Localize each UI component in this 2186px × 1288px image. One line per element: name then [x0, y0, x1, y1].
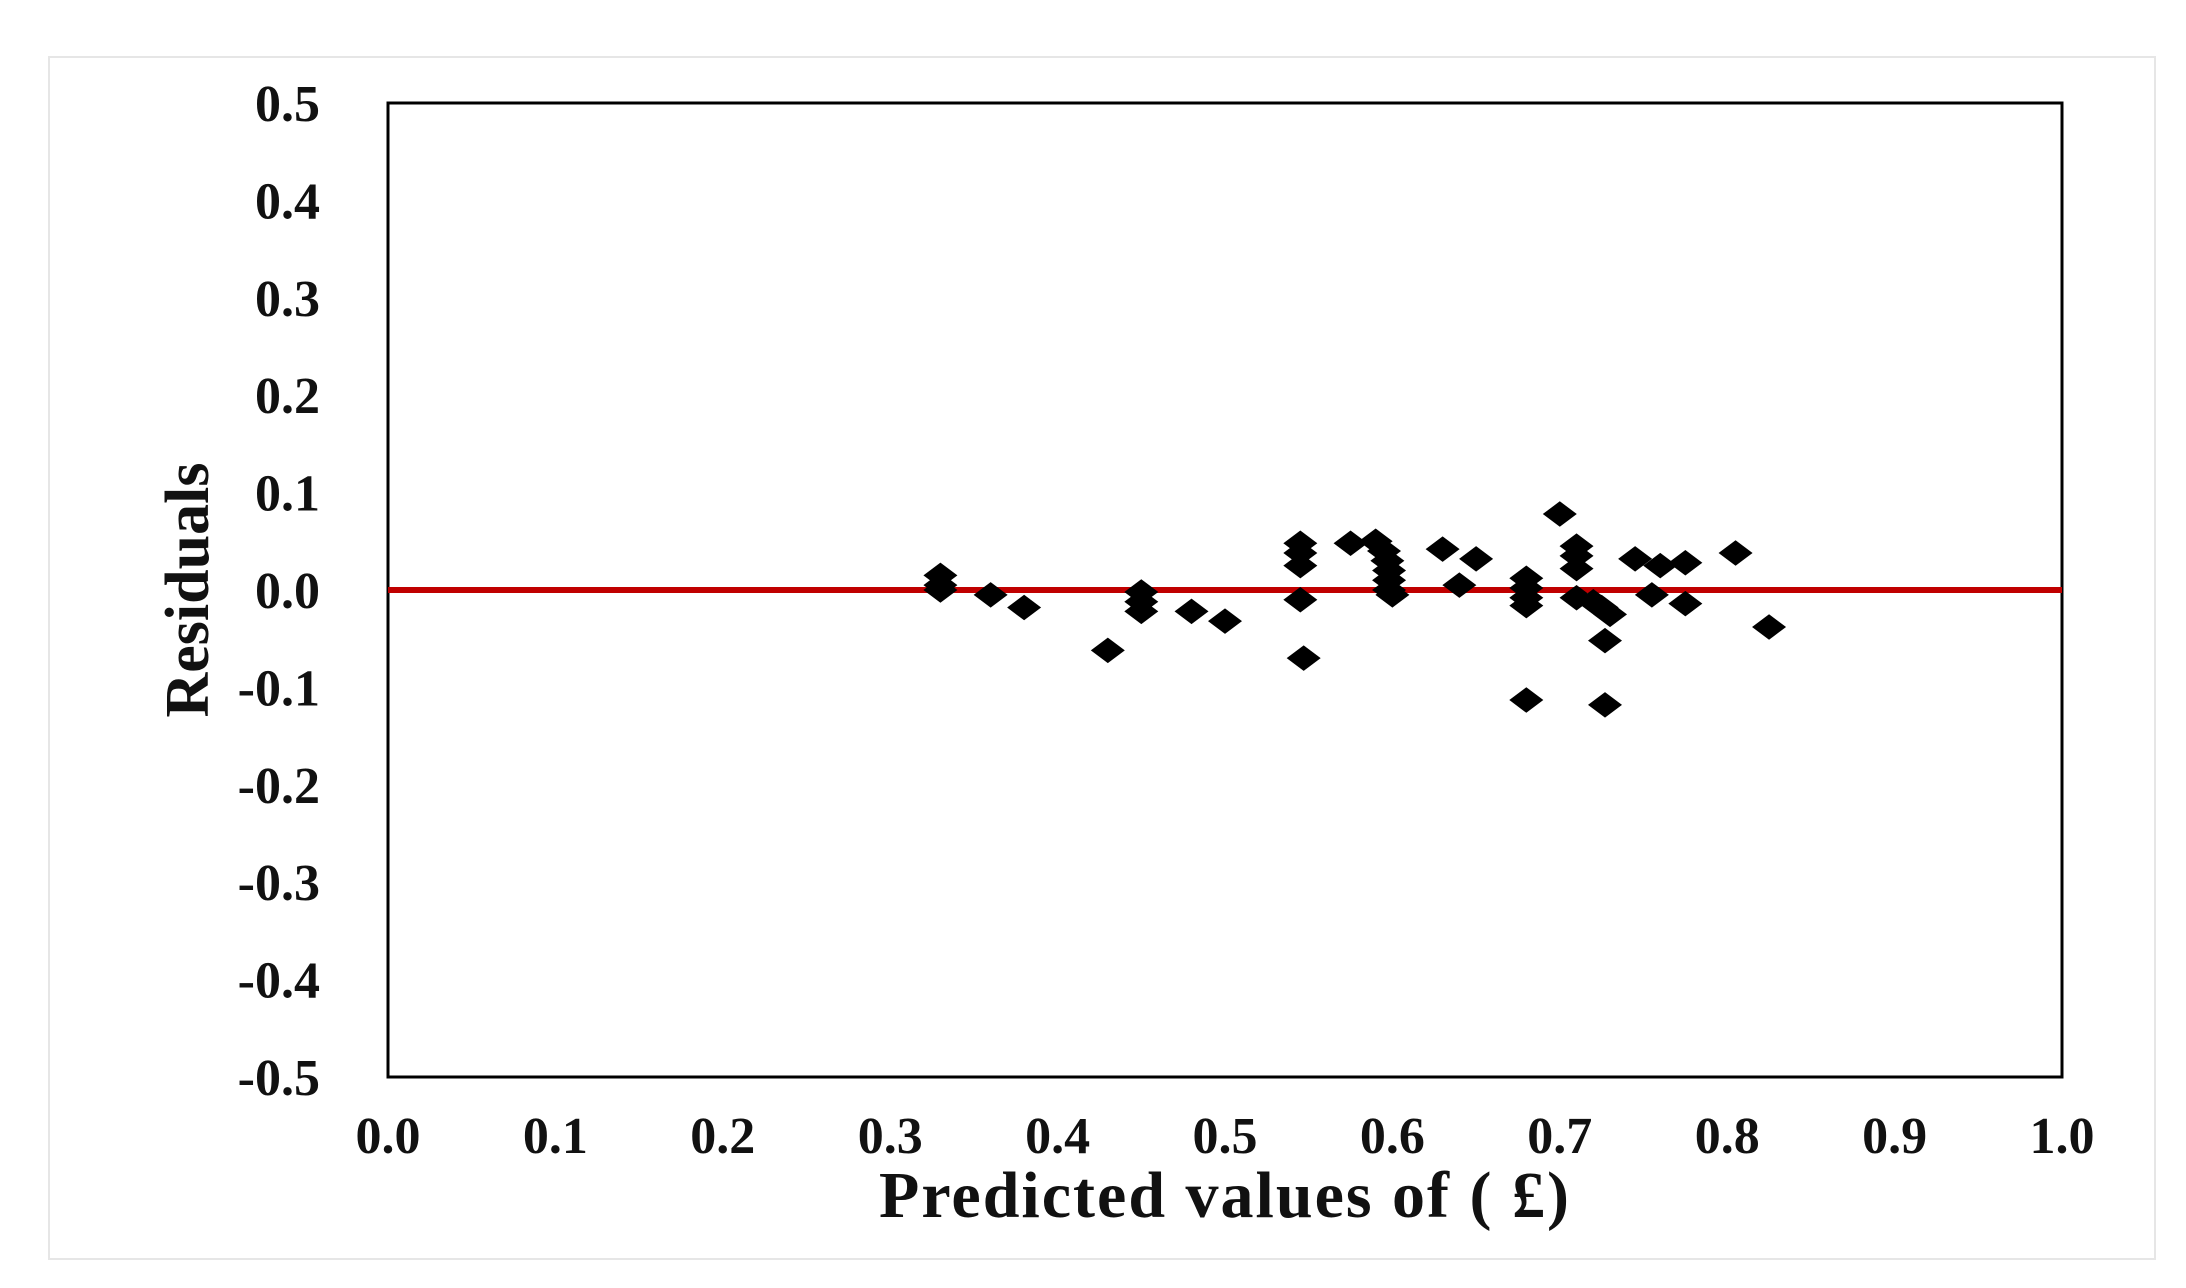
x-tick-label: 1.0 — [2030, 1108, 2095, 1165]
x-tick-label: 0.1 — [523, 1108, 588, 1165]
y-tick-label: -0.3 — [238, 855, 320, 912]
data-point — [1442, 572, 1477, 598]
data-point — [1634, 582, 1669, 608]
y-tick-label: 0.2 — [255, 368, 320, 425]
chart-frame: 0.5 0.4 0.3 0.2 0.1 0.0 -0.1 -0.2 -0.3 -0.4 -0.5 0… — [48, 56, 2156, 1260]
y-tick-label: 0.5 — [255, 76, 320, 133]
data-point — [1283, 586, 1318, 613]
y-axis-label: Residuals — [154, 463, 222, 718]
y-tick-label: -0.4 — [238, 953, 320, 1010]
y-tick-label: 0.1 — [255, 466, 320, 523]
y-tick-label: 0.4 — [255, 173, 320, 230]
data-point — [1375, 582, 1410, 608]
data-point — [1559, 555, 1594, 582]
residuals-scatter-chart: 0.5 0.4 0.3 0.2 0.1 0.0 -0.1 -0.2 -0.3 -0.4 -0.5 0… — [154, 76, 2095, 1232]
x-tick-label: 0.7 — [1527, 1108, 1592, 1165]
y-tick-label: 0.3 — [255, 271, 320, 328]
data-point — [1007, 594, 1042, 621]
x-tick-label: 0.9 — [1862, 1108, 1927, 1165]
data-point — [1286, 645, 1321, 671]
data-point — [1509, 687, 1544, 713]
data-point — [1208, 608, 1242, 634]
x-tick-label: 0.4 — [1025, 1108, 1090, 1165]
data-point — [1752, 614, 1787, 640]
data-point — [1174, 598, 1209, 625]
data-point — [1425, 536, 1460, 562]
data-point — [1283, 552, 1318, 579]
x-axis-label: Predicted values of ( £) — [879, 1159, 1571, 1232]
data-point — [1333, 530, 1368, 556]
x-tick-label: 0.3 — [858, 1108, 923, 1165]
data-point — [1090, 637, 1125, 664]
data-point — [1587, 627, 1622, 654]
x-tick-label: 0.8 — [1695, 1108, 1760, 1165]
data-point — [1124, 598, 1159, 625]
y-tick-labels: 0.5 0.4 0.3 0.2 0.1 0.0 -0.1 -0.2 -0.3 -0.4 -0.5 — [238, 76, 320, 1107]
data-point — [1459, 546, 1494, 572]
data-point — [1509, 592, 1544, 619]
data-points — [923, 501, 1787, 718]
data-point — [1668, 590, 1703, 617]
data-point — [1587, 692, 1622, 718]
y-tick-label: -0.5 — [238, 1050, 320, 1107]
data-point — [1668, 549, 1703, 576]
data-point — [1593, 601, 1628, 628]
x-tick-label: 0.6 — [1360, 1108, 1425, 1165]
x-tick-labels: 0.0 0.1 0.2 0.3 0.4 0.5 0.6 0.7 0.8 0.9 1.0 — [356, 1108, 2095, 1165]
x-tick-label: 0.2 — [690, 1108, 755, 1165]
x-tick-label: 0.0 — [356, 1108, 421, 1165]
data-point — [923, 577, 958, 603]
data-point — [1618, 546, 1653, 572]
data-point — [1542, 501, 1577, 527]
data-point — [1643, 552, 1678, 579]
x-tick-label: 0.5 — [1193, 1108, 1258, 1165]
data-point — [1718, 540, 1753, 566]
y-tick-label: -0.1 — [238, 660, 320, 717]
y-tick-label: -0.2 — [238, 758, 320, 815]
y-tick-label: 0.0 — [255, 563, 320, 620]
data-point — [973, 582, 1008, 608]
